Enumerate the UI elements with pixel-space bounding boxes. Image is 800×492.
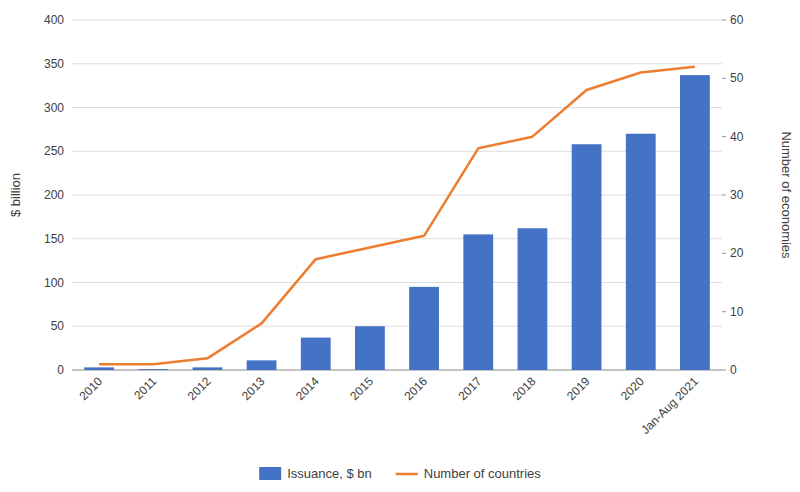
bar: [680, 75, 710, 370]
legend: Issuance, $ bn Number of countries: [259, 466, 541, 481]
y2-tick: [722, 195, 726, 196]
y2-tick-label: 50: [730, 71, 744, 85]
x-axis-line: [72, 370, 722, 371]
x-tick-label: 2019: [564, 374, 593, 403]
y2-tick: [722, 253, 726, 254]
y-tick-label: 250: [44, 144, 64, 158]
bar: [409, 287, 439, 370]
x-tick-label: 2010: [76, 374, 105, 403]
bar: [572, 144, 602, 370]
y-tick-label: 400: [44, 13, 64, 27]
y-tick-label: 0: [57, 363, 64, 377]
grid: [72, 20, 722, 370]
plot-area: [84, 67, 710, 370]
bar: [138, 369, 168, 370]
bar: [301, 338, 331, 370]
y-tick-label: 50: [51, 319, 65, 333]
grid-line: [72, 370, 722, 371]
grid-line: [72, 107, 722, 108]
bar: [84, 367, 114, 370]
y-tick-label: 100: [44, 276, 64, 290]
x-tick-label: 2016: [401, 374, 430, 403]
x-tick-label: 2013: [239, 374, 268, 403]
y2-tick-label: 30: [730, 188, 744, 202]
y-axis-label: $ billion: [8, 173, 23, 217]
legend-label: Number of countries: [424, 466, 542, 481]
y-tick-label: 200: [44, 188, 64, 202]
grid-line: [72, 326, 722, 327]
y2-tick: [722, 311, 726, 312]
y2-tick-label: 40: [730, 130, 744, 144]
y2-tick: [722, 370, 726, 371]
y-tick-label: 300: [44, 101, 64, 115]
grid-line: [72, 238, 722, 239]
bar: [518, 228, 548, 370]
x-tick-label: 2012: [185, 374, 214, 403]
legend-label: Issuance, $ bn: [287, 466, 372, 481]
x-tick-label: 2015: [347, 374, 376, 403]
line: [99, 67, 695, 365]
x-tick-label: Jan-Aug 2021: [638, 374, 701, 437]
bar: [247, 360, 277, 370]
y2-tick-label: 0: [730, 363, 737, 377]
bar: [463, 234, 493, 370]
x-tick-label: 2018: [510, 374, 539, 403]
grid-line: [72, 63, 722, 64]
y2-tick-label: 60: [730, 13, 744, 27]
y2-tick: [722, 78, 726, 79]
y-tick-label: 150: [44, 232, 64, 246]
bar: [193, 367, 223, 370]
x-tick-label: 2011: [131, 374, 159, 402]
legend-swatch: [396, 473, 418, 476]
chart-container: 0 50 100 150 200 250 300 350 400 0 10 20 30 40 50 60 $ b…: [0, 0, 800, 492]
grid-line: [72, 195, 722, 196]
grid-line: [72, 151, 722, 152]
y2-tick-label: 20: [730, 246, 744, 260]
x-tick-label: 2014: [293, 374, 322, 403]
legend-swatch: [259, 467, 281, 480]
y2-axis-label: Number of economies: [779, 131, 794, 259]
y2-tick: [722, 20, 726, 21]
y2-tick: [722, 136, 726, 137]
grid-line: [72, 20, 722, 21]
grid-line: [72, 282, 722, 283]
y-tick-label: 350: [44, 57, 64, 71]
bar: [355, 326, 385, 370]
bar: [626, 134, 656, 370]
y2-tick-label: 10: [730, 305, 744, 319]
x-tick-label: 2020: [618, 374, 647, 403]
x-tick-label: 2017: [456, 374, 485, 403]
chart: 0 50 100 150 200 250 300 350 400 0 10 20 30 40 50 60 $ b…: [0, 0, 800, 492]
